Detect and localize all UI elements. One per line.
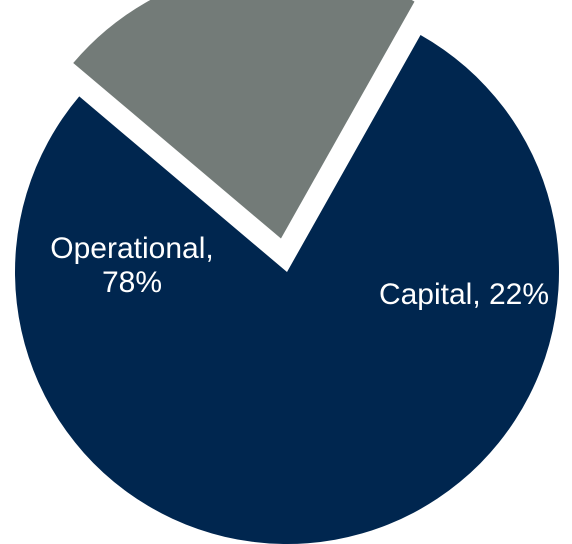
slice-label-line: Capital, 22% (379, 278, 549, 311)
slice-label-line: 78% (102, 266, 162, 299)
pie-slice-operational (14, 35, 559, 544)
slice-label-capital: Capital, 22% (379, 278, 549, 311)
slice-label-line: Operational, (50, 232, 213, 265)
pie-slice-capital (73, 0, 415, 239)
slice-label-operational: Operational, 78% (50, 232, 213, 299)
